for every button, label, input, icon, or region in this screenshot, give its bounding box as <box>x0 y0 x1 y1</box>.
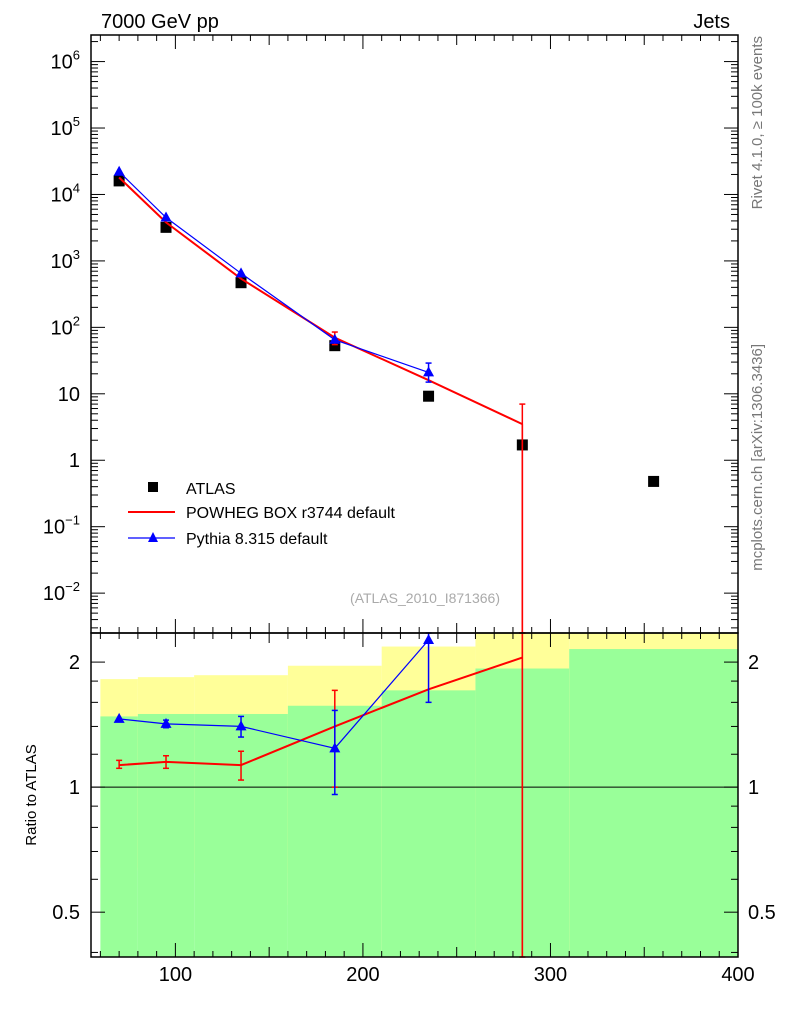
ratio-ytick-label-right: 2 <box>748 652 759 674</box>
ratio-marker-pythia <box>235 720 247 731</box>
main-line-powheg <box>118 176 523 426</box>
atlas-point <box>329 340 341 352</box>
y-tick-label: 10−2 <box>43 579 80 605</box>
analysis-id: (ATLAS_2010_I871366) <box>350 590 500 606</box>
y-tick-label: 105 <box>51 114 80 140</box>
y-tick-label: 104 <box>51 180 80 206</box>
legend-marker-pythia <box>148 532 158 542</box>
axes: 100 200 300 400 10−2 10−1 1 10 102 103 104 105 106 0.… <box>43 34 776 986</box>
main-marker-pythia <box>423 366 435 377</box>
legend-label-atlas: ATLAS <box>186 481 236 498</box>
x-tick-label: 200 <box>346 964 379 986</box>
ratio-marker-pythia <box>113 712 125 723</box>
main-marker-pythia <box>160 211 172 222</box>
legend-marker-atlas <box>148 482 158 492</box>
main-marker-pythia <box>235 267 247 278</box>
ratio-marker-pythia <box>160 717 172 728</box>
title-left: 7000 GeV pp <box>101 11 219 33</box>
legend: ATLAS POWHEG BOX r3744 default Pythia 8.… <box>128 481 396 548</box>
main-line-pythia <box>118 171 429 373</box>
y-tick-label: 10−1 <box>43 513 80 539</box>
x-tick-label: 100 <box>159 964 192 986</box>
main-series <box>113 165 660 957</box>
legend-label-powheg: POWHEG BOX r3744 default <box>186 505 396 522</box>
ratio-ytick-label-right: 1 <box>748 777 759 799</box>
atlas-point <box>113 175 125 187</box>
y-tick-label: 10 <box>58 384 80 406</box>
y-tick-label: 103 <box>51 247 80 273</box>
ratio-ytick-label-right: 0.5 <box>748 902 776 924</box>
main-marker-pythia <box>329 333 341 344</box>
y-tick-label: 106 <box>51 48 80 74</box>
ratio-ytick-label-left: 1 <box>69 777 80 799</box>
y-tick-label: 1 <box>69 450 80 472</box>
atlas-point <box>160 221 172 233</box>
band-inner <box>100 716 138 957</box>
band-inner <box>194 713 288 957</box>
legend-label-pythia: Pythia 8.315 default <box>186 531 328 548</box>
band-inner <box>137 713 195 957</box>
atlas-point <box>235 277 247 289</box>
ratio-ytick-label-left: 2 <box>69 652 80 674</box>
main-marker-pythia <box>113 165 125 176</box>
x-tick-label: 400 <box>721 964 754 986</box>
title-right: Jets <box>693 11 730 33</box>
ratio-bands <box>100 633 738 957</box>
atlas-point <box>423 390 435 402</box>
ratio-ylabel: Ratio to ATLAS <box>23 744 40 845</box>
atlas-point <box>648 475 660 487</box>
ratio-frame <box>90 632 739 958</box>
ratio-line-powheg <box>119 656 523 767</box>
x-tick-label: 300 <box>534 964 567 986</box>
ratio-ytick-label-left: 0.5 <box>52 902 80 924</box>
ratio-marker-pythia <box>329 742 341 753</box>
band-inner <box>569 649 738 957</box>
side-label-mcplots: mcplots.cern.ch [arXiv:1306.3436] <box>749 344 766 571</box>
side-label-rivet: Rivet 4.1.0, ≥ 100k events <box>749 36 766 209</box>
band-inner <box>381 690 476 957</box>
ratio-marker-pythia <box>423 634 435 645</box>
y-tick-label: 102 <box>51 313 80 339</box>
